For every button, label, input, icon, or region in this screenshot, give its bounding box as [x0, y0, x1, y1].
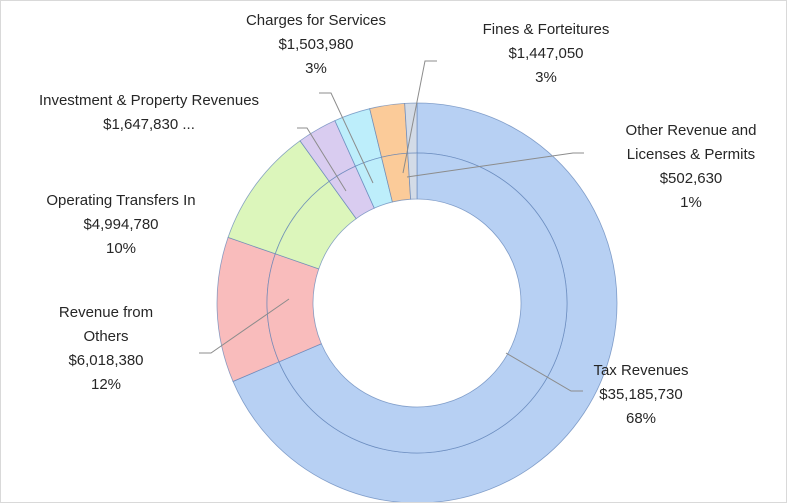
leader-line: [505, 352, 583, 392]
label-percent: 10%: [105, 240, 137, 257]
data-label: Charges for Services $1,503,980 3%: [216, 9, 416, 81]
label-value: $4,994,780: [83, 216, 159, 233]
label-name: Investment & Property Revenues: [38, 92, 260, 109]
inner-ring-slice: [266, 253, 322, 363]
leader-line: [319, 92, 374, 184]
label-percent: 3%: [305, 60, 327, 77]
label-name: Other Revenue and Licenses & Permits: [625, 122, 757, 163]
label-value: $502,630: [659, 170, 723, 187]
label-value: $1,447,050: [508, 45, 584, 62]
leader-lines: [199, 60, 584, 392]
label-value: $1,647,830 ...: [103, 116, 195, 133]
label-percent: 1%: [680, 194, 702, 211]
label-name: Revenue from Others: [58, 304, 154, 345]
leader-line: [406, 152, 584, 178]
leader-line: [199, 298, 290, 354]
doughnut: [216, 102, 618, 502]
label-name: Tax Revenues: [593, 362, 689, 379]
label-percent: 3%: [535, 69, 557, 86]
leader-line: [402, 60, 437, 174]
label-value: $1,503,980: [278, 36, 354, 53]
label-percent: 68%: [625, 410, 657, 427]
data-label: Revenue from Others $6,018,380 12%: [41, 301, 171, 397]
data-label: Other Revenue and Licenses & Permits $502…: [601, 119, 781, 215]
inner-ring-slice: [278, 152, 568, 454]
label-name: Charges for Services: [245, 12, 387, 29]
leader-line: [297, 127, 347, 192]
data-label: Tax Revenues $35,185,730 68%: [541, 359, 741, 431]
label-percent: 12%: [90, 376, 122, 393]
label-value: $6,018,380: [68, 352, 144, 369]
label-value: $35,185,730: [599, 386, 683, 403]
data-label: Investment & Property Revenues $1,647,830…: [34, 89, 264, 137]
data-label: Operating Transfers In $4,994,780 10%: [11, 189, 231, 261]
label-name: Operating Transfers In: [46, 192, 196, 209]
label-name: Fines & Forteitures: [482, 21, 610, 38]
data-label: Fines & Forteitures $1,447,050 3%: [446, 18, 646, 90]
